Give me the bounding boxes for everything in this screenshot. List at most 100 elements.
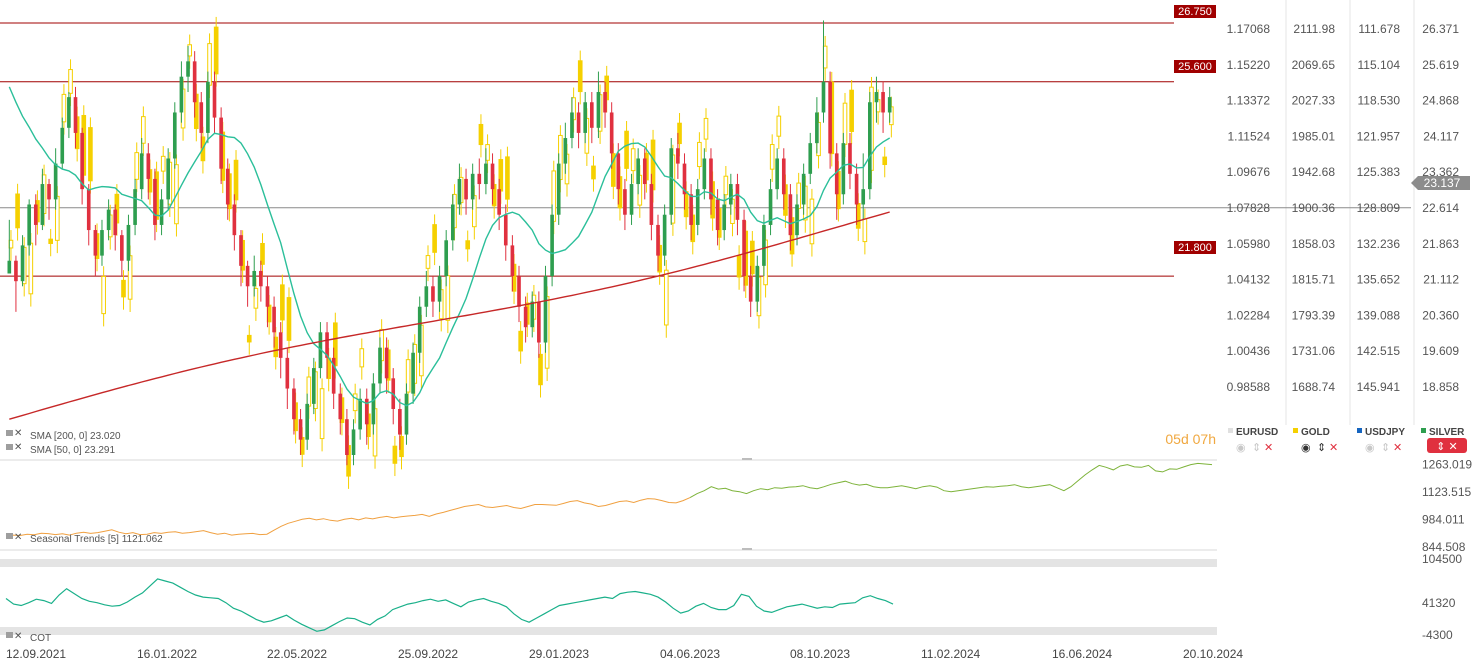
close-icon[interactable]: ⇕ ✕ (1436, 441, 1458, 453)
gold-candle (392, 445, 398, 464)
gold-candle (319, 388, 325, 440)
silver-candle (702, 158, 707, 190)
legend-label: USDJPY (1365, 427, 1405, 438)
silver-candle (556, 163, 561, 215)
silver-candle (887, 97, 892, 113)
silver-candle (490, 163, 495, 190)
silver-candle (550, 214, 554, 277)
gold-candle (862, 218, 868, 243)
settings-icon[interactable] (6, 632, 13, 638)
sort-icon[interactable]: ⇕ (1381, 442, 1390, 454)
silver-candle (735, 184, 740, 220)
gold-tick-label: 1858.03 (1292, 237, 1336, 251)
silver-candle (450, 204, 455, 241)
eye-icon[interactable]: ◉ (1301, 442, 1311, 454)
x-tick-label: 12.09.2021 (6, 647, 66, 661)
panel-resize-handle[interactable] (742, 548, 752, 550)
silver-candle (715, 199, 720, 231)
close-button[interactable] (1427, 438, 1467, 453)
level-tag-26750: 26.750 (1174, 5, 1216, 18)
silver-candle (457, 178, 462, 205)
silver-candle (298, 419, 303, 440)
silver-candle (676, 148, 680, 164)
silver-candle (503, 214, 508, 246)
silver-candle (874, 92, 879, 103)
gold-candle (723, 175, 729, 196)
gold-candle (246, 334, 252, 343)
close-icon[interactable]: ✕ (14, 442, 22, 453)
sma50-legend[interactable]: ✕ SMA [50, 0] 23.291 (6, 442, 115, 456)
gold-candle (505, 156, 510, 200)
instrument-legend: EURUSD◉ ⇕ ✕GOLD◉ ⇕ ✕USDJPY◉ ⇕ ✕SILVER⇕ ✕ (1228, 427, 1467, 454)
silver-candle (159, 199, 164, 225)
cot-line (5, 578, 894, 632)
close-icon[interactable]: ✕ (14, 532, 22, 543)
eurusd-tick-label: 1.15220 (1227, 58, 1271, 72)
silver-candle (239, 235, 243, 266)
eye-icon[interactable]: ◉ (1236, 442, 1246, 454)
gold-candle (405, 359, 411, 393)
silver-candle (219, 117, 223, 169)
sort-icon[interactable]: ⇕ (1317, 442, 1326, 454)
silver-candle (232, 204, 237, 236)
usdjpy-tick-label: 125.383 (1357, 165, 1401, 179)
silver-candle (477, 173, 482, 185)
silver-candle (47, 184, 51, 200)
gold-candle (697, 141, 702, 168)
seasonal-legend[interactable]: ✕ Seasonal Trends [5] 1121.062 (6, 532, 163, 545)
silver-candle (378, 347, 382, 384)
silver-candle (411, 352, 415, 394)
silver-tick-label: 18.858 (1422, 380, 1459, 394)
settings-icon[interactable] (6, 444, 13, 450)
silver-candle (808, 143, 813, 174)
gold-candle (48, 238, 54, 244)
eurusd-tick-label: 0.98588 (1227, 380, 1271, 394)
eye-icon[interactable]: ◉ (1365, 442, 1375, 454)
close-icon[interactable]: ✕ (14, 631, 22, 642)
silver-candle (40, 184, 45, 225)
close-icon[interactable]: ✕ (14, 428, 22, 439)
cot-tick-label: 41320 (1422, 596, 1456, 610)
panel-resize-handle[interactable] (742, 458, 752, 460)
gold-candle (68, 69, 73, 94)
close-icon[interactable]: ✕ (1393, 442, 1402, 454)
x-tick-label: 04.06.2023 (660, 647, 720, 661)
x-tick-label: 20.10.2024 (1183, 647, 1243, 661)
sort-icon[interactable]: ⇕ (1252, 442, 1261, 454)
silver-candle (206, 81, 210, 133)
gold-candle (352, 393, 358, 412)
settings-icon[interactable] (6, 533, 13, 539)
sma200-label: SMA [200, 0] 23.020 (30, 431, 121, 442)
eurusd-tick-label: 1.07828 (1227, 201, 1271, 215)
silver-candle (689, 194, 693, 225)
gold-candle (134, 152, 140, 180)
silver-candle (788, 194, 793, 236)
gold-candle (432, 224, 437, 253)
silver-candle (67, 97, 71, 128)
silver-candle (192, 61, 197, 103)
silver-tick-label: 19.609 (1422, 344, 1459, 358)
close-icon[interactable]: ✕ (1264, 442, 1273, 454)
close-icon[interactable]: ✕ (1329, 442, 1338, 454)
silver-tick-label: 24.868 (1422, 94, 1459, 108)
gold-tick-label: 1985.01 (1292, 129, 1336, 143)
silver-tick-label: 25.619 (1422, 58, 1459, 72)
legend-swatch (1421, 428, 1426, 433)
silver-candle (841, 143, 846, 195)
sma50-line (8, 86, 891, 407)
silver-candle (444, 240, 449, 277)
silver-candle (795, 204, 799, 236)
silver-candle (60, 127, 65, 164)
usdjpy-tick-label: 132.236 (1357, 237, 1401, 251)
silver-candle (748, 276, 753, 302)
silver-candle (517, 276, 521, 307)
settings-icon[interactable] (6, 430, 13, 436)
sma200-legend[interactable]: ✕ SMA [200, 0] 23.020 (6, 428, 121, 442)
silver-candle (133, 189, 137, 225)
gold-tick-label: 1815.71 (1292, 273, 1336, 287)
silver-candle (868, 102, 872, 190)
cot-legend[interactable]: ✕ COT (6, 631, 51, 644)
silver-candle (364, 398, 369, 425)
silver-candle (762, 224, 766, 266)
gold-candle (141, 116, 146, 144)
